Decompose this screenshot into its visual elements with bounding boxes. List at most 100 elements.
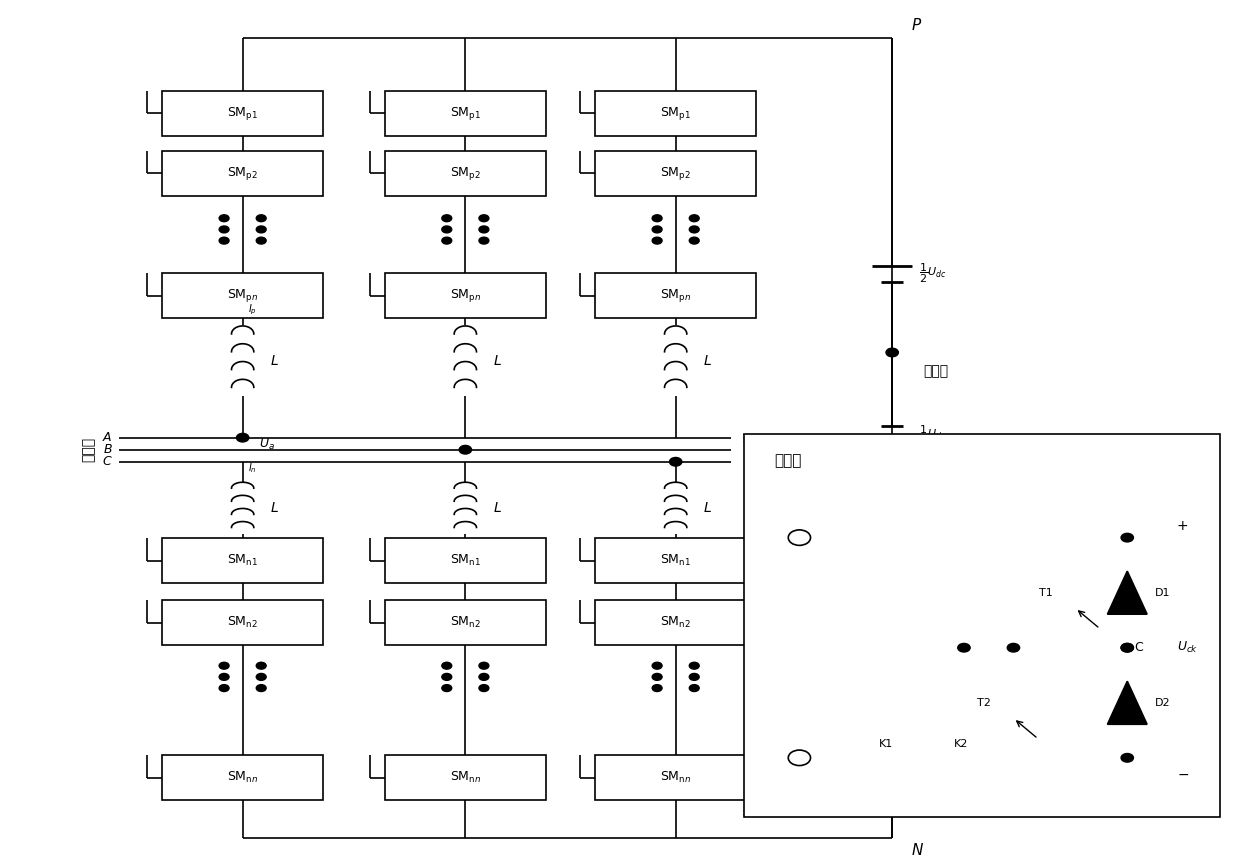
Text: $\mathrm{SM}_{\mathrm{n}2}$: $\mathrm{SM}_{\mathrm{n}2}$	[450, 615, 481, 630]
Text: $L$: $L$	[492, 353, 501, 368]
Text: $L$: $L$	[270, 501, 279, 515]
Circle shape	[652, 238, 662, 244]
Bar	[384, 91, 546, 136]
Bar	[595, 151, 756, 196]
Circle shape	[441, 226, 451, 233]
Text: $L$: $L$	[270, 353, 279, 368]
Text: $\mathrm{SM}_{\mathrm{n}1}$: $\mathrm{SM}_{\mathrm{n}1}$	[660, 553, 691, 569]
Bar	[595, 273, 756, 318]
Text: $P$: $P$	[910, 17, 921, 33]
Text: $\mathrm{SM}_{\mathrm{n}n}$: $\mathrm{SM}_{\mathrm{n}n}$	[450, 770, 481, 785]
Bar	[162, 600, 324, 645]
Circle shape	[219, 663, 229, 669]
Text: $N$: $N$	[910, 842, 924, 858]
Circle shape	[479, 226, 489, 233]
Circle shape	[441, 238, 451, 244]
Circle shape	[789, 750, 811, 766]
Text: $U_a$: $U_a$	[259, 437, 275, 452]
Circle shape	[479, 684, 489, 691]
Text: $\mathrm{SM}_{\mathrm{p}2}$: $\mathrm{SM}_{\mathrm{p}2}$	[660, 165, 691, 182]
Circle shape	[459, 446, 471, 454]
Circle shape	[689, 215, 699, 222]
Text: 交流侧: 交流侧	[81, 437, 95, 462]
Text: $L$: $L$	[703, 353, 712, 368]
Bar	[162, 273, 324, 318]
Text: $B$: $B$	[103, 443, 113, 456]
Text: $\mathrm{SM}_{\mathrm{p}2}$: $\mathrm{SM}_{\mathrm{p}2}$	[450, 165, 481, 182]
Text: $A$: $A$	[103, 431, 113, 444]
Circle shape	[957, 644, 970, 652]
Bar	[162, 91, 324, 136]
Circle shape	[652, 226, 662, 233]
Circle shape	[219, 684, 229, 691]
Circle shape	[441, 663, 451, 669]
Circle shape	[652, 684, 662, 691]
Text: $\mathrm{SM}_{\mathrm{p}1}$: $\mathrm{SM}_{\mathrm{p}1}$	[227, 105, 258, 122]
Circle shape	[257, 226, 267, 233]
Circle shape	[441, 684, 451, 691]
Polygon shape	[1107, 681, 1147, 724]
Circle shape	[789, 530, 811, 545]
Circle shape	[219, 238, 229, 244]
Circle shape	[257, 215, 267, 222]
Text: 子模块: 子模块	[775, 453, 802, 468]
Text: $\mathrm{SM}_{\mathrm{n}1}$: $\mathrm{SM}_{\mathrm{n}1}$	[227, 553, 258, 569]
Circle shape	[441, 215, 451, 222]
Circle shape	[219, 215, 229, 222]
Text: K2: K2	[955, 740, 968, 749]
Circle shape	[1007, 644, 1019, 652]
Text: $L$: $L$	[492, 501, 501, 515]
Text: $\mathrm{SM}_{\mathrm{p}n}$: $\mathrm{SM}_{\mathrm{p}n}$	[660, 287, 692, 304]
Bar	[162, 755, 324, 800]
Circle shape	[257, 663, 267, 669]
Text: C: C	[1135, 641, 1143, 654]
Bar	[595, 91, 756, 136]
Circle shape	[689, 684, 699, 691]
Text: $I_n$: $I_n$	[248, 461, 257, 474]
Bar	[595, 755, 756, 800]
Circle shape	[479, 238, 489, 244]
Circle shape	[689, 238, 699, 244]
Text: $\mathrm{SM}_{\mathrm{n}2}$: $\mathrm{SM}_{\mathrm{n}2}$	[660, 615, 691, 630]
Circle shape	[219, 226, 229, 233]
Text: $\mathrm{SM}_{\mathrm{p}n}$: $\mathrm{SM}_{\mathrm{p}n}$	[227, 287, 258, 304]
Circle shape	[479, 673, 489, 680]
Text: $\mathrm{SM}_{\mathrm{n}1}$: $\mathrm{SM}_{\mathrm{n}1}$	[450, 553, 481, 569]
Text: $I_p$: $I_p$	[248, 302, 257, 317]
Text: 直流侧: 直流侧	[923, 365, 949, 378]
Text: $-$: $-$	[1177, 766, 1189, 780]
Text: $L$: $L$	[703, 501, 712, 515]
Circle shape	[689, 673, 699, 680]
Text: $\mathrm{SM}_{\mathrm{p}2}$: $\mathrm{SM}_{\mathrm{p}2}$	[227, 165, 258, 182]
Bar	[595, 538, 756, 583]
Bar	[384, 755, 546, 800]
Text: T1: T1	[1039, 588, 1053, 598]
Circle shape	[441, 673, 451, 680]
Text: $\mathrm{SM}_{\mathrm{p}1}$: $\mathrm{SM}_{\mathrm{p}1}$	[450, 105, 481, 122]
Bar	[384, 538, 546, 583]
Circle shape	[257, 684, 267, 691]
Polygon shape	[1107, 571, 1147, 614]
Text: K1: K1	[879, 740, 893, 749]
Circle shape	[1121, 644, 1133, 652]
Circle shape	[652, 663, 662, 669]
Circle shape	[652, 215, 662, 222]
Text: $\mathrm{SM}_{\mathrm{p}1}$: $\mathrm{SM}_{\mathrm{p}1}$	[660, 105, 691, 122]
Text: T2: T2	[977, 698, 991, 708]
Text: $U_{ck}$: $U_{ck}$	[1177, 640, 1198, 655]
Bar	[384, 273, 546, 318]
Circle shape	[887, 348, 898, 357]
Circle shape	[1121, 644, 1133, 652]
Bar	[744, 435, 1220, 817]
Circle shape	[670, 457, 682, 466]
Circle shape	[219, 673, 229, 680]
Circle shape	[257, 238, 267, 244]
Text: D2: D2	[1154, 698, 1171, 708]
Text: $\mathrm{SM}_{\mathrm{n}2}$: $\mathrm{SM}_{\mathrm{n}2}$	[227, 615, 258, 630]
Circle shape	[1121, 533, 1133, 542]
Circle shape	[479, 215, 489, 222]
Bar	[162, 151, 324, 196]
Circle shape	[479, 663, 489, 669]
Text: $\mathrm{SM}_{\mathrm{n}n}$: $\mathrm{SM}_{\mathrm{n}n}$	[660, 770, 692, 785]
Circle shape	[257, 673, 267, 680]
